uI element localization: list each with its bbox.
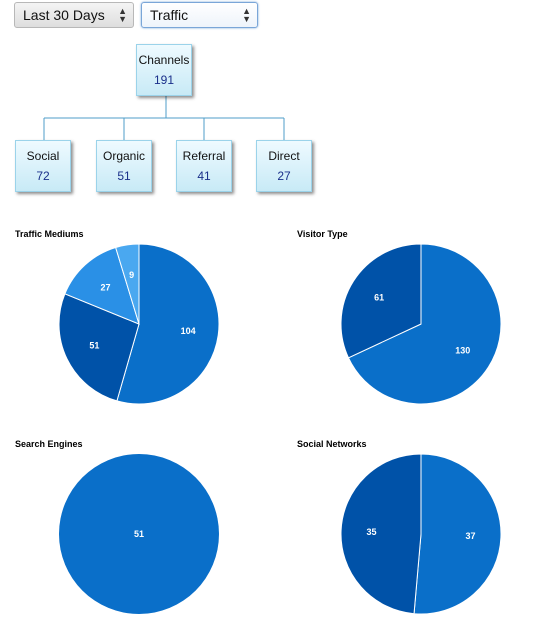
pie-slice-label: 37 <box>466 531 476 541</box>
pie-slice-51[interactable] <box>59 454 219 614</box>
tree-node-direct[interactable]: Direct 27 <box>256 140 312 192</box>
pie-slice-9[interactable] <box>115 243 140 325</box>
tree-node-channels[interactable]: Channels 191 <box>136 44 192 96</box>
date-range-value: Last 30 Days <box>23 7 105 23</box>
node-value: 72 <box>36 169 50 183</box>
select-arrows-icon: ▲ ▼ <box>118 6 127 24</box>
pie-slice-104[interactable] <box>116 243 220 405</box>
pie-chart-visitor-type: 130 61 <box>340 243 502 405</box>
node-label: Organic <box>102 149 146 163</box>
pie-slice-label: 27 <box>101 282 111 292</box>
tree-node-organic[interactable]: Organic 51 <box>96 140 152 192</box>
chart-title-social-networks: Social Networks <box>297 439 367 449</box>
node-label: Referral <box>182 149 226 163</box>
pie-slice-label: 61 <box>374 292 384 302</box>
pie-slice-label: 9 <box>129 270 134 280</box>
node-label: Social <box>26 149 60 163</box>
pie-slice-label: 130 <box>455 346 470 356</box>
tree-connectors <box>43 95 285 140</box>
pie-slice-51[interactable] <box>58 293 140 402</box>
pie-slice-37[interactable] <box>413 453 502 615</box>
pie-slice-35[interactable] <box>340 453 422 615</box>
pie-slice-27[interactable] <box>64 246 140 325</box>
select-arrows-icon: ▲ ▼ <box>242 6 251 24</box>
tree-node-social[interactable]: Social 72 <box>15 140 71 192</box>
pie-slice-label: 104 <box>181 326 196 336</box>
pie-slice-label: 51 <box>134 529 144 539</box>
node-value: 41 <box>197 169 211 183</box>
node-value: 191 <box>153 73 175 87</box>
chart-title-visitor-type: Visitor Type <box>297 229 348 239</box>
tree-node-referral[interactable]: Referral 41 <box>176 140 232 192</box>
node-value: 51 <box>117 169 131 183</box>
pie-chart-social-networks: 37 35 <box>340 453 502 615</box>
chart-title-search-engines: Search Engines <box>15 439 83 449</box>
metric-value: Traffic <box>150 7 189 23</box>
pie-chart-search-engines: 51 <box>59 454 219 614</box>
chart-title-traffic-mediums: Traffic Mediums <box>15 229 84 239</box>
pie-chart-traffic-mediums: 104 51 27 9 <box>58 243 220 405</box>
metric-select[interactable]: Traffic ▲ ▼ <box>141 2 258 28</box>
node-label: Direct <box>268 149 300 163</box>
pie-slice-label: 35 <box>366 527 376 537</box>
node-label: Channels <box>138 53 190 67</box>
date-range-select[interactable]: Last 30 Days ▲ ▼ <box>14 2 134 28</box>
pie-slice-61[interactable] <box>340 243 422 359</box>
pie-slice-label: 51 <box>89 341 99 351</box>
pie-slice-130[interactable] <box>347 243 502 405</box>
node-value: 27 <box>277 169 291 183</box>
